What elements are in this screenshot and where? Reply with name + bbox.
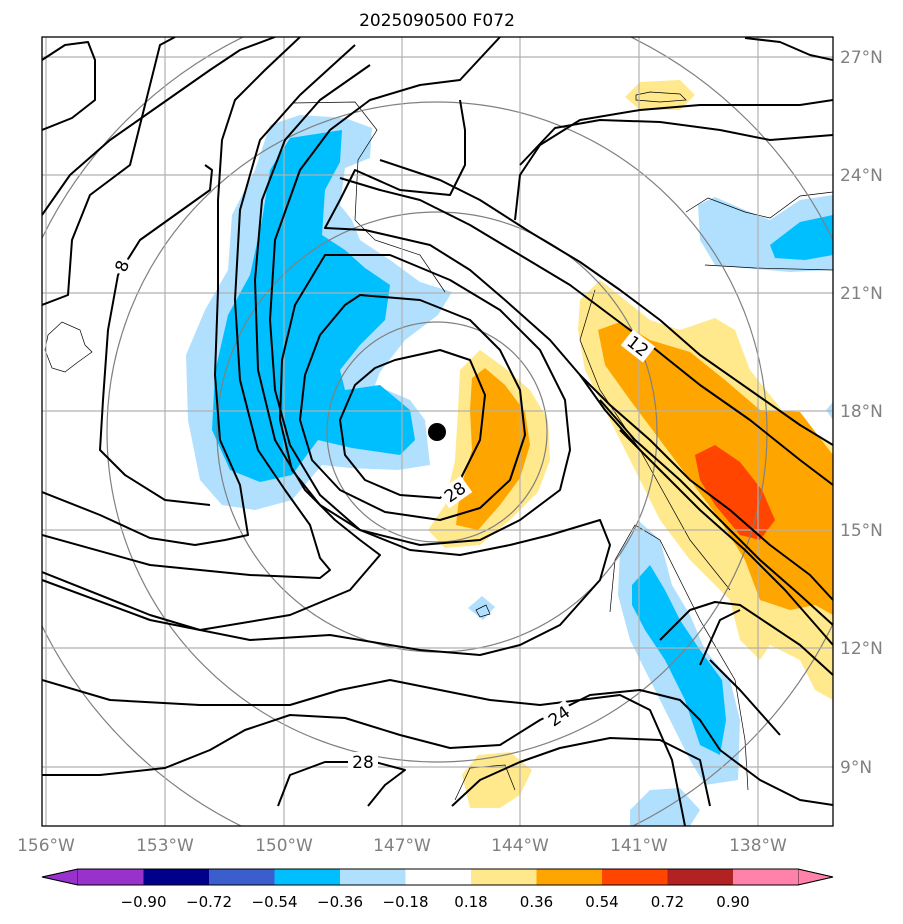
lat-label-9n: 9°N <box>840 758 872 778</box>
colorbar-bin-5 <box>340 869 406 885</box>
contour-28-bottom <box>42 689 833 806</box>
colorbar-ticks: −0.90 −0.72 −0.54 −0.36 −0.18 0.18 0.36 … <box>121 893 750 911</box>
map-area: 8 12 28 24 28 <box>42 37 833 826</box>
colorbar-bin-7 <box>471 869 537 885</box>
contour-west-1 <box>42 37 301 546</box>
lat-label-24n: 24°N <box>840 166 883 186</box>
contour-se-2 <box>699 609 741 666</box>
colorbar-bin-11 <box>733 869 798 885</box>
shading-outline-4 <box>579 289 731 591</box>
colorbar-outline <box>41 868 834 886</box>
contour-8 <box>42 37 276 216</box>
negative-light-spot <box>468 596 495 620</box>
positive-strong-region <box>695 445 775 540</box>
lon-label-141w: 141°W <box>610 836 668 856</box>
contour-8-inner <box>99 164 213 506</box>
longitude-labels: 156°W 153°W 150°W 147°W 144°W 141°W 138°… <box>17 836 787 856</box>
colorbar-tick-10: 0.90 <box>716 893 749 911</box>
storm-center-marker <box>428 423 446 441</box>
colorbar: −0.90 −0.72 −0.54 −0.36 −0.18 0.18 0.36 … <box>41 868 834 911</box>
negative-medium-region-ne <box>770 215 833 260</box>
colorbar-tick-8: 0.54 <box>585 893 618 911</box>
contour-ne-top <box>744 37 833 61</box>
colorbar-tick-6: 0.18 <box>454 893 487 911</box>
small-contour-ring-top <box>635 91 687 103</box>
lon-label-150w: 150°W <box>255 836 313 856</box>
positive-medium-region-center <box>456 368 530 530</box>
negative-medium-region <box>212 130 415 482</box>
contour-nw-loop <box>42 41 96 131</box>
contour-ring-2 <box>299 294 526 521</box>
hawaii-coastline <box>44 321 93 373</box>
shading-outline-1 <box>291 101 446 293</box>
range-ring-3 <box>106 101 768 763</box>
contour-12-3 <box>519 119 833 166</box>
colorbar-tick-3: −0.54 <box>252 893 298 911</box>
positive-light-region-top <box>625 80 695 110</box>
lat-label-12n: 12°N <box>840 639 883 659</box>
lon-label-144w: 144°W <box>491 836 549 856</box>
colorbar-extend-min <box>41 868 79 886</box>
colorbar-tick-2: −0.72 <box>186 893 232 911</box>
contour-west-2 <box>42 44 356 579</box>
lon-label-153w: 153°W <box>136 836 194 856</box>
colorbar-extend-max <box>797 868 834 886</box>
range-ring-1 <box>326 321 548 543</box>
contour-center-loop <box>324 99 641 451</box>
map-frame <box>41 36 834 827</box>
colorbar-bin-10 <box>667 869 733 885</box>
colorbar-tick-4: −0.36 <box>317 893 363 911</box>
lat-label-15n: 15°N <box>840 521 883 541</box>
contour-west-4 <box>42 37 611 656</box>
lon-label-147w: 147°W <box>373 836 431 856</box>
latitude-labels: 27°N 24°N 21°N 18°N 15°N 12°N 9°N <box>840 48 883 778</box>
colorbar-bin-4 <box>274 869 340 885</box>
contour-label-28-bottom: 28 <box>352 753 374 773</box>
colorbar-tick-5: −0.18 <box>383 893 429 911</box>
colorbar-bin-1 <box>78 869 144 885</box>
lat-label-21n: 21°N <box>840 284 883 304</box>
bold-contours <box>42 37 833 826</box>
shading-outline-5 <box>609 524 749 791</box>
contour-ring-inner <box>339 349 486 499</box>
contour-24 <box>42 679 686 826</box>
colorbar-bin-8 <box>536 869 602 885</box>
small-contour-ring-spot <box>475 604 491 618</box>
contour-labels: 8 12 28 24 28 <box>109 255 656 773</box>
contour-east-1 <box>579 374 833 601</box>
contour-se <box>659 601 833 676</box>
contour-12-1 <box>339 177 833 486</box>
contour-28-lower <box>451 737 711 807</box>
colorbar-tick-9: 0.72 <box>651 893 684 911</box>
contour-12-2 <box>379 159 833 446</box>
colorbar-bin-6 <box>405 869 471 885</box>
contour-east-2 <box>599 399 833 626</box>
contour-8-west <box>42 37 176 306</box>
graticule <box>42 37 833 826</box>
colorbar-bin-3 <box>209 869 275 885</box>
colorbar-tick-1: −0.90 <box>121 893 167 911</box>
colorbar-bin-9 <box>602 869 668 885</box>
lon-label-156w: 156°W <box>17 836 75 856</box>
lat-label-18n: 18°N <box>840 402 883 422</box>
contour-12-4 <box>514 99 833 221</box>
colorbar-bin-2 <box>143 869 209 885</box>
map-title: 2025090500 F072 <box>359 11 515 31</box>
colorbar-tick-7: 0.36 <box>520 893 553 911</box>
lat-label-27n: 27°N <box>840 48 883 68</box>
positive-light-region-bottom <box>462 752 532 808</box>
contour-ring-3 <box>279 254 571 546</box>
lon-label-138w: 138°W <box>729 836 787 856</box>
contour-se-3 <box>709 659 781 736</box>
contour-east-3 <box>619 429 833 646</box>
negative-medium-region-s <box>632 565 726 755</box>
